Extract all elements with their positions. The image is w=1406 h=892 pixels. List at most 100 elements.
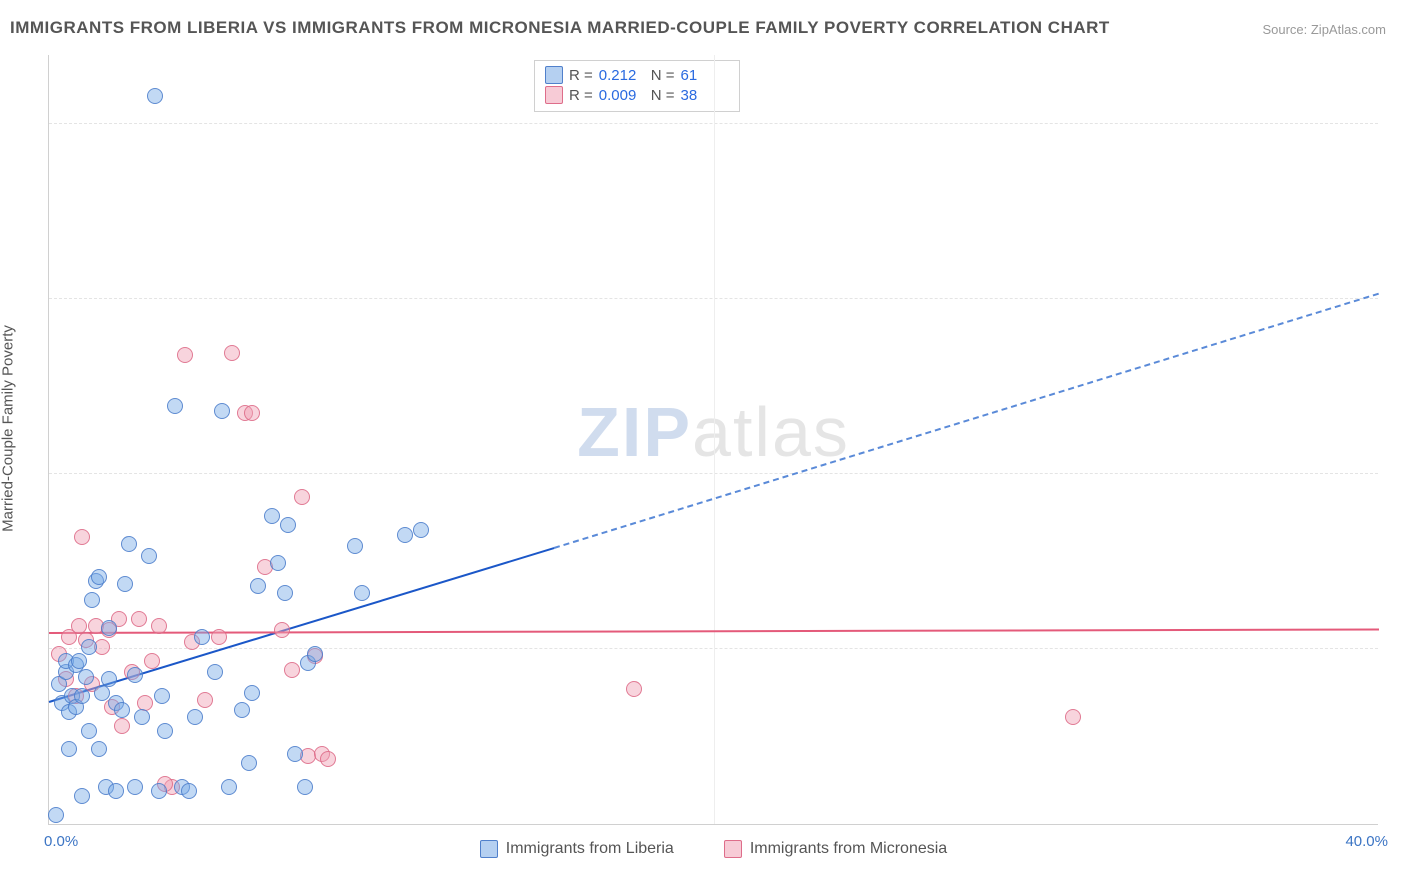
data-point [147, 88, 163, 104]
data-point [84, 592, 100, 608]
data-point [157, 723, 173, 739]
y-tick-label: 30.0% [1388, 107, 1406, 124]
swatch-series-a [480, 840, 498, 858]
data-point [270, 555, 286, 571]
data-point [320, 751, 336, 767]
data-point [81, 639, 97, 655]
data-point [167, 398, 183, 414]
source-label: Source: ZipAtlas.com [1262, 22, 1386, 37]
legend-label-a: Immigrants from Liberia [506, 840, 674, 858]
data-point [74, 688, 90, 704]
data-point [141, 548, 157, 564]
data-point [154, 688, 170, 704]
data-point [101, 671, 117, 687]
data-point [214, 403, 230, 419]
source-value: ZipAtlas.com [1311, 22, 1386, 37]
y-tick-label: 7.5% [1388, 632, 1406, 649]
swatch-series-a [545, 66, 563, 84]
data-point [151, 783, 167, 799]
data-point [274, 622, 290, 638]
data-point [144, 653, 160, 669]
data-point [181, 783, 197, 799]
source-prefix: Source: [1262, 22, 1310, 37]
data-point [197, 692, 213, 708]
data-point [244, 685, 260, 701]
legend-item-a: Immigrants from Liberia [480, 840, 674, 858]
x-tick-label: 0.0% [44, 833, 78, 850]
data-point [211, 629, 227, 645]
chart-title: IMMIGRANTS FROM LIBERIA VS IMMIGRANTS FR… [10, 18, 1110, 38]
data-point [221, 779, 237, 795]
stat-n-value: 38 [681, 87, 727, 104]
regression-line [554, 292, 1379, 548]
swatch-series-b [545, 86, 563, 104]
data-point [61, 741, 77, 757]
stat-n-label: N = [651, 87, 675, 104]
gridline-v [714, 55, 715, 824]
data-point [81, 723, 97, 739]
data-point [74, 529, 90, 545]
data-point [48, 807, 64, 823]
data-point [78, 669, 94, 685]
stats-row: R = 0.212 N = 61 [545, 65, 727, 85]
data-point [413, 522, 429, 538]
watermark-atlas: atlas [692, 393, 850, 471]
data-point [234, 702, 250, 718]
data-point [297, 779, 313, 795]
data-point [194, 629, 210, 645]
stat-r-value: 0.009 [599, 87, 645, 104]
data-point [187, 709, 203, 725]
stat-n-value: 61 [681, 67, 727, 84]
data-point [241, 755, 257, 771]
data-point [397, 527, 413, 543]
data-point [307, 646, 323, 662]
data-point [114, 702, 130, 718]
y-tick-label: 22.5% [1388, 282, 1406, 299]
data-point [91, 569, 107, 585]
data-point [626, 681, 642, 697]
stat-r-label: R = [569, 67, 593, 84]
data-point [134, 709, 150, 725]
stat-n-label: N = [651, 67, 675, 84]
stat-r-label: R = [569, 87, 593, 104]
x-tick-label: 40.0% [1345, 833, 1388, 850]
data-point [280, 517, 296, 533]
stats-box: R = 0.212 N = 61 R = 0.009 N = 38 [534, 60, 740, 112]
stats-row: R = 0.009 N = 38 [545, 85, 727, 105]
data-point [1065, 709, 1081, 725]
data-point [127, 779, 143, 795]
data-point [354, 585, 370, 601]
legend-item-b: Immigrants from Micronesia [724, 840, 947, 858]
legend: Immigrants from Liberia Immigrants from … [49, 840, 1378, 858]
data-point [71, 653, 87, 669]
legend-label-b: Immigrants from Micronesia [750, 840, 947, 858]
data-point [101, 620, 117, 636]
data-point [294, 489, 310, 505]
data-point [91, 741, 107, 757]
data-point [347, 538, 363, 554]
watermark-zip: ZIP [577, 393, 692, 471]
data-point [287, 746, 303, 762]
y-tick-label: 15.0% [1388, 457, 1406, 474]
data-point [151, 618, 167, 634]
data-point [244, 405, 260, 421]
data-point [108, 783, 124, 799]
data-point [284, 662, 300, 678]
data-point [127, 667, 143, 683]
data-point [224, 345, 240, 361]
chart-plot-area: ZIPatlas R = 0.212 N = 61 R = 0.009 N = … [48, 55, 1378, 825]
data-point [250, 578, 266, 594]
regression-line [49, 547, 555, 703]
swatch-series-b [724, 840, 742, 858]
data-point [277, 585, 293, 601]
data-point [117, 576, 133, 592]
data-point [74, 788, 90, 804]
data-point [177, 347, 193, 363]
stat-r-value: 0.212 [599, 67, 645, 84]
data-point [121, 536, 137, 552]
data-point [131, 611, 147, 627]
data-point [264, 508, 280, 524]
y-axis-label: Married-Couple Family Poverty [0, 325, 17, 532]
data-point [207, 664, 223, 680]
data-point [114, 718, 130, 734]
